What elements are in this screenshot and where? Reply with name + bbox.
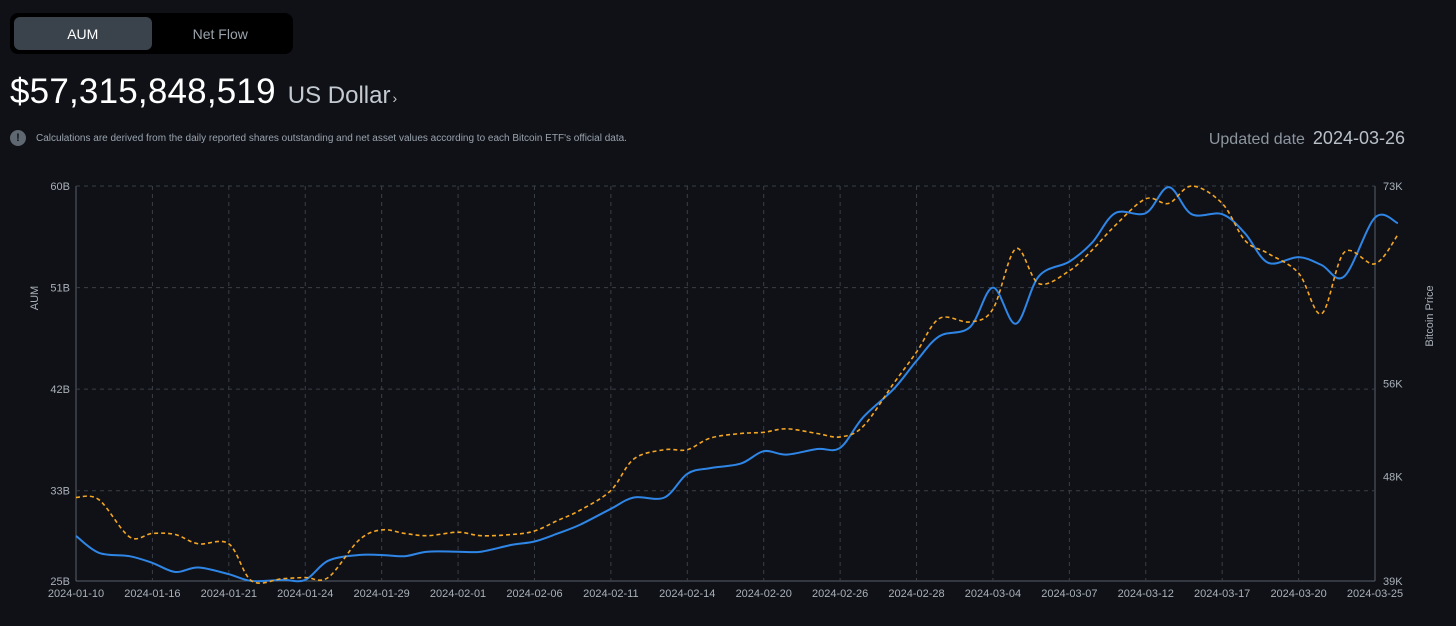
- x-tick-label: 2024-01-29: [354, 588, 410, 600]
- info-icon: !: [10, 130, 26, 146]
- x-tick-label: 2024-02-26: [812, 588, 868, 600]
- x-tick-label: 2024-01-10: [48, 588, 104, 600]
- bitcoin-price-line: [75, 185, 1399, 584]
- updated-date-label: Updated date: [1208, 131, 1305, 148]
- right-tick-label: 48K: [1383, 471, 1403, 483]
- x-tick-label: 2024-02-06: [506, 588, 562, 600]
- x-tick-label: 2024-03-20: [1270, 588, 1326, 600]
- right-tick-label: 56K: [1383, 379, 1403, 391]
- aum-amount: $57,315,848,519: [10, 72, 276, 111]
- right-tick-label: 39K: [1383, 576, 1403, 588]
- x-tick-label: 2024-03-12: [1118, 588, 1174, 600]
- x-tick-label: 2024-02-01: [430, 588, 486, 600]
- right-axis-ticks: 39K 48K 56K 73K: [1383, 181, 1403, 588]
- chart-grid: [75, 185, 1376, 582]
- x-tick-label: 2024-02-11: [583, 588, 638, 600]
- chart-lines: [75, 185, 1399, 584]
- x-tick-label: 2024-03-04: [965, 588, 1021, 600]
- currency-label: US Dollar: [287, 82, 391, 109]
- x-tick-label: 2024-01-16: [124, 588, 180, 600]
- left-tick-label: 42B: [50, 384, 70, 396]
- left-tick-label: 60B: [50, 181, 70, 193]
- x-tick-label: 2024-03-17: [1194, 588, 1250, 600]
- calculation-note: ! Calculations are derived from the dail…: [10, 130, 627, 146]
- updated-date: Updated date 2024-03-26: [1209, 128, 1405, 149]
- updated-date-value: 2024-03-26: [1312, 128, 1405, 148]
- currency-selector[interactable]: US Dollar ›: [288, 82, 397, 110]
- x-axis-ticks: 2024-01-10 2024-01-16 2024-01-21 2024-01-24…: [48, 588, 1403, 600]
- headline: $57,315,848,519 US Dollar ›: [10, 72, 397, 112]
- x-tick-label: 2024-02-20: [736, 588, 792, 600]
- left-tick-label: 33B: [50, 486, 70, 498]
- x-tick-label: 2024-03-25: [1347, 588, 1403, 600]
- x-tick-label: 2024-02-28: [888, 588, 944, 600]
- right-axis-label: Bitcoin Price: [1424, 285, 1436, 346]
- x-tick-label: 2024-02-14: [659, 588, 715, 600]
- left-tick-label: 25B: [50, 576, 70, 588]
- left-tick-label: 51B: [50, 283, 70, 295]
- x-tick-label: 2024-03-07: [1041, 588, 1097, 600]
- tab-aum[interactable]: AUM: [14, 17, 152, 50]
- right-tick-label: 73K: [1383, 181, 1403, 193]
- view-tabs: AUM Net Flow: [10, 13, 293, 54]
- left-axis-label: AUM: [29, 286, 41, 310]
- chevron-right-icon: ›: [392, 90, 398, 106]
- aum-line: [75, 186, 1399, 583]
- x-tick-label: 2024-01-21: [201, 588, 257, 600]
- tab-net-flow[interactable]: Net Flow: [192, 25, 248, 42]
- left-axis-ticks: 25B 33B 42B 51B 60B: [50, 181, 70, 588]
- note-text: Calculations are derived from the daily …: [36, 132, 627, 144]
- x-tick-label: 2024-01-24: [277, 588, 333, 600]
